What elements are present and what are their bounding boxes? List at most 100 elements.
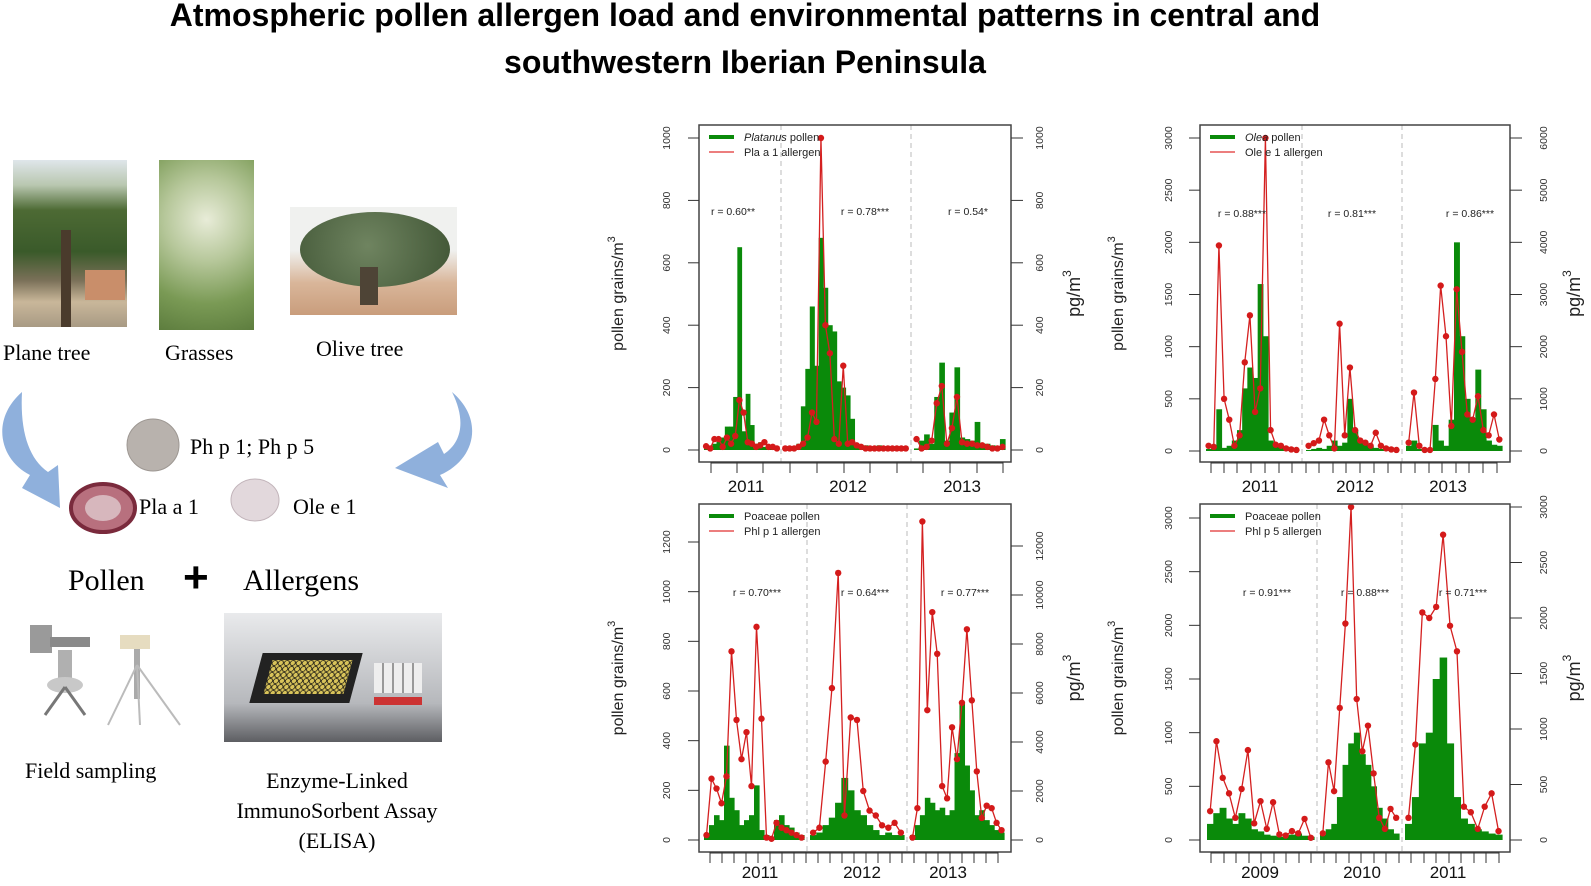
pollen-bar (749, 425, 755, 450)
legend-label-main: Olea (1245, 132, 1268, 144)
unit-superscript: 3 (1106, 236, 1118, 242)
pollen-bar (816, 832, 824, 840)
allergen-point (984, 443, 991, 451)
allergen-point (983, 802, 990, 809)
allergen-point (1388, 446, 1395, 453)
allergen-point (891, 819, 898, 827)
pollen-bar (1464, 398, 1471, 451)
allergen-point (1215, 242, 1223, 249)
left-axis-label: pollen grains/m3 (606, 236, 627, 351)
pollen-bar (1467, 823, 1475, 840)
pollen-bar (1311, 448, 1317, 451)
allergen-point (934, 650, 941, 657)
pollen-bar (1448, 419, 1455, 451)
pollen-bar (754, 785, 760, 840)
left-axis-tick-label: 1000 (1163, 721, 1175, 745)
right-axis-label: pg/m3 (1560, 654, 1584, 701)
pollen-bar (832, 331, 838, 450)
left-axis-tick-label: 800 (661, 191, 673, 209)
left-axis-tick-label: 1200 (661, 530, 673, 554)
allergen-point (1426, 614, 1433, 622)
plot-frame (698, 503, 1012, 853)
legend-label-main: Phl p 1 allergen (744, 526, 820, 538)
allergen-point (1393, 446, 1400, 454)
title-line-1: Atmospheric pollen allergen load and env… (169, 0, 1321, 33)
left-axis-tick-label: 200 (661, 781, 673, 799)
allergen-point (1307, 834, 1315, 841)
allergen-point (1238, 785, 1245, 793)
pollen-bar (1251, 829, 1258, 840)
right-axis-tick-label: 0 (1034, 837, 1046, 843)
allergen-point (1293, 446, 1300, 454)
legend-label: Olea pollen (1245, 132, 1301, 144)
pollen-bar (749, 815, 755, 840)
pollen-bar (939, 807, 946, 840)
allergen-point (826, 350, 834, 357)
right-curved-arrow-icon (395, 392, 473, 488)
allergen-point (1325, 759, 1332, 766)
pollen-bar (1221, 447, 1228, 451)
pollen-bar (1316, 447, 1323, 451)
allergen-point (738, 755, 745, 763)
allergen-point (1496, 436, 1503, 443)
pollen-bar (774, 820, 780, 840)
allergen-point (1467, 809, 1475, 816)
pollen-bar (929, 802, 936, 840)
correlation-label: r = 0.86*** (1446, 208, 1494, 220)
allergen-point (1387, 805, 1394, 813)
pollen-bar (949, 810, 956, 840)
allergen-point (929, 608, 936, 616)
legend-label: Phl p 1 allergen (744, 526, 820, 538)
allergen-point (1351, 426, 1359, 434)
correlation-label: r = 0.77*** (941, 587, 989, 599)
allergen-point (1419, 609, 1426, 616)
pollen-bar (924, 434, 930, 450)
legend-label: Ole e 1 allergen (1245, 147, 1323, 159)
allergen-point (1469, 416, 1476, 423)
allergen-point (928, 437, 935, 444)
pollen-bar (827, 325, 833, 450)
pollen-bar (1207, 823, 1214, 840)
allergen-point (988, 804, 995, 812)
unit-superscript: 3 (1106, 621, 1118, 627)
allergen-point (1330, 787, 1338, 795)
elisa-reader-photo (224, 613, 442, 742)
pollen-bar (1242, 388, 1248, 451)
allergen-point (958, 439, 966, 446)
left-curved-arrow-icon (2, 392, 61, 508)
allergen-point (1263, 825, 1270, 833)
pollen-bar (964, 765, 970, 840)
allergen-point (1310, 439, 1317, 447)
pollen-bar (974, 421, 981, 450)
pollen-bar (1238, 813, 1246, 840)
allergen-point (953, 755, 961, 763)
allergen-point (963, 626, 971, 633)
right-axis-tick-label: 1500 (1538, 662, 1550, 686)
allergen-point (968, 697, 976, 704)
allergen-point (979, 442, 986, 449)
pollen-bar (1342, 764, 1349, 840)
right-axis-tick-label: 0 (1538, 448, 1550, 454)
pollen-bar (1348, 743, 1355, 840)
allergen-point (897, 829, 905, 836)
allergen-point (1464, 411, 1471, 418)
allergen-point (817, 134, 825, 142)
pollen-bar (762, 446, 768, 450)
pollen-bar (934, 810, 941, 840)
right-axis-tick-label: 800 (1034, 191, 1046, 209)
allergens-label: Allergens (243, 564, 360, 597)
allergen-point (1495, 827, 1502, 835)
pollen-bar (1216, 409, 1223, 451)
pollen-bar (1321, 448, 1328, 451)
pollen-bar (714, 815, 720, 840)
pollen-bar (989, 825, 995, 840)
pollen-bar (1378, 448, 1385, 451)
pollen-bar (1288, 834, 1296, 840)
left-axis-tick-label: 600 (661, 682, 673, 700)
pollen-bar (823, 287, 829, 450)
allergen-point (1416, 442, 1423, 449)
allergen-point (1267, 426, 1274, 434)
allergen-point (822, 758, 829, 765)
allergen-point (1474, 825, 1481, 833)
right-axis-tick-label: 200 (1034, 379, 1046, 397)
